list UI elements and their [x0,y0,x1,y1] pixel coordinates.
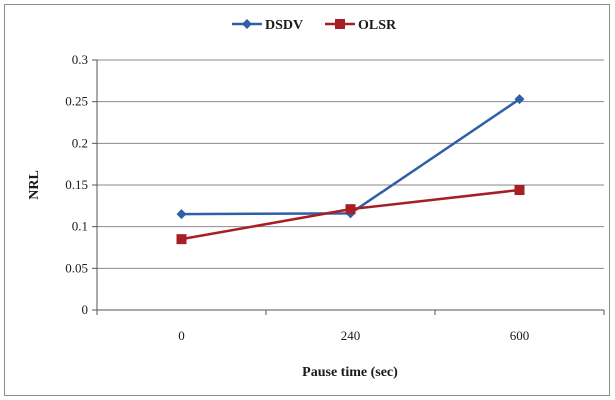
y-tick-label: 0.3 [72,52,88,67]
y-tick-label: 0.15 [65,177,88,192]
legend-marker-dsdv [242,19,252,29]
data-point-dsdv [514,94,525,105]
data-point-olsr [514,185,525,195]
legend: DSDV OLSR [232,18,397,33]
data-point-olsr [345,204,356,215]
y-tick-label: 0 [82,302,89,317]
axes [92,59,605,315]
y-tick-label: 0.1 [72,219,88,234]
y-tick-label: 0.25 [65,94,88,109]
x-tick-label: 240 [341,328,361,343]
y-tick-label: 0.2 [72,135,88,150]
x-tick-labels: 0 240 600 [178,328,529,343]
data-point-dsdv [176,209,187,220]
y-tick-labels: 0 0.05 0.1 0.15 0.2 0.25 0.3 [65,52,88,317]
x-axis-title: Pause time (sec) [302,365,398,380]
y-axis-title: NRL [27,170,42,200]
data-point-olsr [176,234,187,245]
x-tick-label: 0 [178,328,185,343]
x-tick-label: 600 [510,328,530,343]
series-layer [176,94,525,245]
legend-label-olsr: OLSR [358,18,397,33]
legend-label-dsdv: DSDV [265,18,303,33]
chart-frame [4,4,610,396]
gridlines [97,59,604,269]
y-tick-label: 0.05 [65,260,88,275]
legend-marker-olsr [335,19,345,29]
